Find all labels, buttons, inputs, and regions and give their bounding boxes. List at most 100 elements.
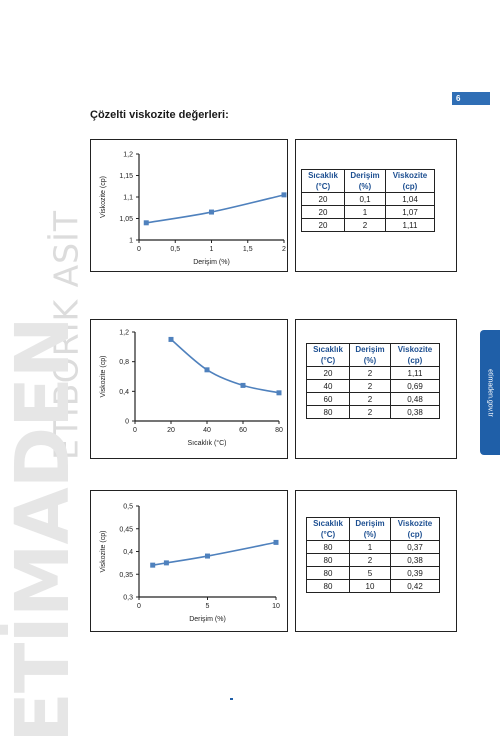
table-cell: 0,38 (390, 405, 440, 419)
table-cell: 60 (306, 392, 350, 406)
table-cell: 0,42 (390, 579, 440, 593)
table-panel-1: Sıcaklık (°C) Derişim (%) Viskozite (cp) 20 0,1… (295, 139, 457, 272)
column-header: Sıcaklık (°C) (301, 169, 345, 193)
chart-panel-1: 1 1,05 1,1 1,15 1,2 0 0,5 1 1,5 2 Derişim (%) Visko… (90, 139, 288, 272)
chart-panel-2: 0 0,4 0,8 1,2 0 20 40 60 80 Sıcaklık (°C) Viskozit… (90, 319, 288, 459)
table-row: 80 2 0,38 (306, 405, 440, 419)
table-cell: 0,48 (390, 392, 440, 406)
table-cell: 2 (349, 392, 391, 406)
x-axis-label: Derişim (%) (193, 259, 230, 266)
data-point-marker (240, 382, 246, 388)
y-tick-label: 0,35 (119, 572, 133, 579)
data-point-marker (205, 553, 210, 559)
x-tick-label: 80 (275, 427, 283, 434)
x-tick-label: 1 (210, 246, 214, 253)
x-tick-label: 1,5 (243, 246, 253, 253)
series-line (170, 338, 280, 394)
table-cell: 20 (306, 366, 350, 380)
table-cell: 1 (349, 540, 391, 554)
table-row: 20 1 1,07 (301, 205, 435, 219)
x-tick-label: 0 (137, 246, 141, 253)
column-header-line: Derişim (350, 171, 380, 180)
data-point-marker (150, 562, 156, 568)
column-header-line: (cp) (407, 530, 423, 539)
table-row: 60 2 0,48 (306, 392, 440, 406)
column-header-line: (%) (358, 182, 372, 191)
column-header: Derişim (%) (344, 169, 386, 193)
table-cell: 80 (306, 540, 350, 554)
watermark-brand: ETİMADEN (0, 317, 86, 743)
series-line (146, 194, 285, 224)
y-axis-label: Viskozite (cp) (100, 531, 107, 573)
column-header-line: Sıcaklık (313, 519, 343, 528)
table-cell: 0,38 (390, 553, 440, 567)
y-tick-label: 0,3 (123, 595, 133, 602)
column-header-line: Sıcaklık (313, 345, 343, 354)
x-tick-label: 5 (206, 603, 210, 610)
data-table-3: Sıcaklık (°C) Derişim (%) Viskozite (cp) 80 1 0,… (306, 517, 440, 593)
website-label: etimaden.gov.tr (486, 368, 494, 417)
chart-panel-3: 0,3 0,35 0,4 0,45 0,5 0 5 10 Derişim (%) Viskozit… (90, 490, 288, 632)
data-point-marker (209, 209, 214, 215)
table-cell: 20 (301, 218, 345, 232)
data-point-marker (163, 560, 169, 566)
y-tick-label: 0,4 (119, 389, 129, 396)
x-axis-label: Derişim (%) (189, 616, 226, 623)
y-tick-label: 1,15 (119, 173, 133, 180)
column-header-line: (°C) (315, 182, 331, 191)
table-cell: 80 (306, 566, 350, 580)
column-header-line: (cp) (402, 182, 418, 191)
table-row: 80 5 0,39 (306, 566, 440, 580)
column-header: Sıcaklık (°C) (306, 517, 350, 541)
table-cell: 2 (349, 553, 391, 567)
table-cell: 20 (301, 205, 345, 219)
column-header: Derişim (%) (349, 343, 391, 367)
x-tick-label: 0,5 (170, 246, 180, 253)
table-cell: 10 (349, 579, 391, 593)
table-cell: 20 (301, 192, 345, 206)
footer-mark (230, 698, 233, 700)
x-tick-label: 20 (167, 427, 175, 434)
table-cell: 1,07 (385, 205, 435, 219)
table-cell: 0,37 (390, 540, 440, 554)
table-cell: 1,04 (385, 192, 435, 206)
column-header-line: Viskozite (392, 171, 428, 180)
column-header-line: (cp) (407, 356, 423, 365)
y-tick-label: 0,4 (123, 549, 133, 556)
table-panel-2: Sıcaklık (°C) Derişim (%) Viskozite (cp) 20 2 1,… (295, 319, 457, 459)
column-header-line: (%) (363, 530, 377, 539)
chart-viscosity-vs-temperature: 0 0,4 0,8 1,2 0 20 40 60 80 Sıcaklık (°C) Viskozit… (100, 330, 283, 448)
data-point-marker (204, 367, 210, 373)
data-point-marker (168, 336, 174, 342)
column-header: Sıcaklık (°C) (306, 343, 350, 367)
table-row: 80 1 0,37 (306, 540, 440, 554)
data-point-marker (281, 192, 287, 198)
table-row: 20 2 1,11 (301, 218, 435, 232)
column-header-line: (°C) (320, 530, 336, 539)
y-tick-label: 1 (129, 238, 133, 245)
y-tick-label: 1,2 (119, 330, 129, 337)
table-cell: 0,1 (344, 192, 386, 206)
website-side-tab[interactable]: etimaden.gov.tr (480, 330, 500, 455)
table-cell: 2 (349, 366, 391, 380)
data-table-2: Sıcaklık (°C) Derişim (%) Viskozite (cp) 20 2 1,… (306, 343, 440, 419)
table-cell: 40 (306, 379, 350, 393)
table-cell: 1,11 (385, 218, 435, 232)
table-cell: 80 (306, 579, 350, 593)
table-row: 40 2 0,69 (306, 379, 440, 393)
table-header-row: Sıcaklık (°C) Derişim (%) Viskozite (cp) (306, 343, 440, 367)
table-row: 80 2 0,38 (306, 553, 440, 567)
column-header-line: Derişim (355, 345, 385, 354)
table-cell: 1,11 (390, 366, 440, 380)
x-tick-label: 40 (203, 427, 211, 434)
table-cell: 2 (344, 218, 386, 232)
table-row: 20 0,1 1,04 (301, 192, 435, 206)
table-header-row: Sıcaklık (°C) Derişim (%) Viskozite (cp) (306, 517, 440, 541)
x-axis-label: Sıcaklık (°C) (188, 439, 227, 447)
table-cell: 0,69 (390, 379, 440, 393)
table-row: 20 2 1,11 (306, 366, 440, 380)
table-cell: 2 (349, 379, 391, 393)
x-tick-label: 0 (137, 603, 141, 610)
column-header: Viskozite (cp) (390, 517, 440, 541)
table-cell: 80 (306, 405, 350, 419)
